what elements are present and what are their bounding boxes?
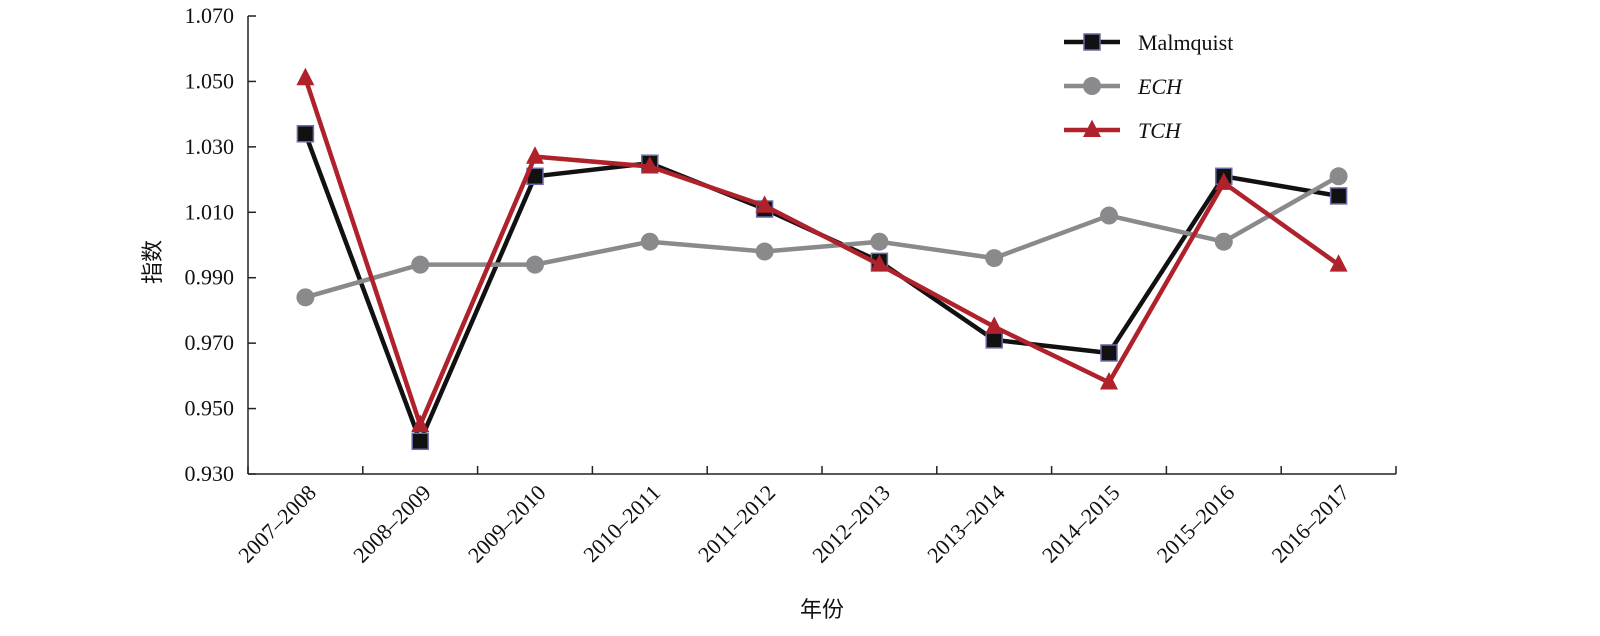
- data-point: [296, 125, 315, 143]
- data-point: [526, 255, 544, 274]
- x-tick-label: 2014–2015: [1037, 480, 1125, 568]
- data-point: [1329, 254, 1348, 272]
- data-point: [640, 156, 659, 174]
- axes: 0.930 0.950 0.970 0.990 1.010 1.030 1.050 1.070…: [185, 3, 1397, 568]
- series-line: [303, 132, 1339, 444]
- y-tick-label: 0.970: [185, 330, 235, 355]
- data-point: [870, 232, 889, 251]
- legend-label: ECH: [1137, 74, 1183, 99]
- series-malmquist: [296, 125, 1348, 451]
- data-point: [296, 288, 315, 307]
- data-point: [1100, 371, 1118, 390]
- y-tick-label: 1.010: [185, 199, 235, 224]
- x-tick-label: 2016–2017: [1266, 480, 1354, 568]
- data-point: [755, 195, 774, 213]
- data-point: [985, 316, 1004, 334]
- data-point: [870, 254, 889, 272]
- x-tick-label: 2010–2011: [578, 480, 665, 567]
- data-point: [1214, 232, 1233, 251]
- data-point: [1214, 172, 1233, 190]
- data-point: [411, 255, 430, 274]
- y-tick-label: 0.930: [185, 461, 235, 486]
- y-tick-label: 1.070: [185, 3, 235, 28]
- x-tick-label: 2015–2016: [1152, 480, 1240, 568]
- data-point: [985, 249, 1004, 268]
- data-point: [1329, 167, 1348, 186]
- data-point: [526, 146, 544, 164]
- x-tick-label: 2007–2008: [233, 480, 321, 568]
- x-axis-title: 年份: [800, 598, 844, 623]
- legend-item-tch: TCH: [1064, 118, 1182, 143]
- legend: Malmquist ECH TCH: [1064, 30, 1233, 143]
- x-tick-label: 2013–2014: [922, 480, 1010, 568]
- x-tick-label: 2009–2010: [463, 480, 551, 568]
- x-tick-label: 2011–2012: [693, 480, 780, 567]
- data-point: [1083, 119, 1101, 138]
- series-line: [304, 174, 1340, 300]
- x-tick-label: 2008–2009: [348, 480, 436, 568]
- data-point: [755, 242, 774, 261]
- data-point: [985, 331, 1003, 349]
- legend-item-ech: ECH: [1064, 74, 1183, 99]
- data-point: [1100, 344, 1118, 362]
- data-point: [1083, 33, 1101, 51]
- data-point: [640, 232, 659, 251]
- data-point: [1083, 77, 1101, 95]
- data-point: [1329, 187, 1348, 205]
- series-layer: [296, 67, 1348, 451]
- data-point: [296, 67, 315, 86]
- data-point: [411, 432, 429, 451]
- legend-label: TCH: [1138, 118, 1182, 143]
- y-tick-label: 0.990: [185, 265, 235, 290]
- y-tick-label: 1.030: [185, 134, 235, 159]
- legend-item-malmquist: Malmquist: [1064, 30, 1233, 55]
- series-ech: [296, 167, 1348, 307]
- series-tch: [296, 67, 1348, 432]
- y-tick-label: 0.950: [185, 396, 235, 421]
- y-tick-label: 1.050: [185, 68, 235, 93]
- legend-label: Malmquist: [1138, 30, 1233, 55]
- data-point: [411, 414, 430, 432]
- data-point: [1100, 206, 1118, 225]
- series-line: [303, 77, 1340, 428]
- y-axis-title: 指数: [141, 240, 166, 284]
- x-tick-label: 2012–2013: [807, 480, 895, 568]
